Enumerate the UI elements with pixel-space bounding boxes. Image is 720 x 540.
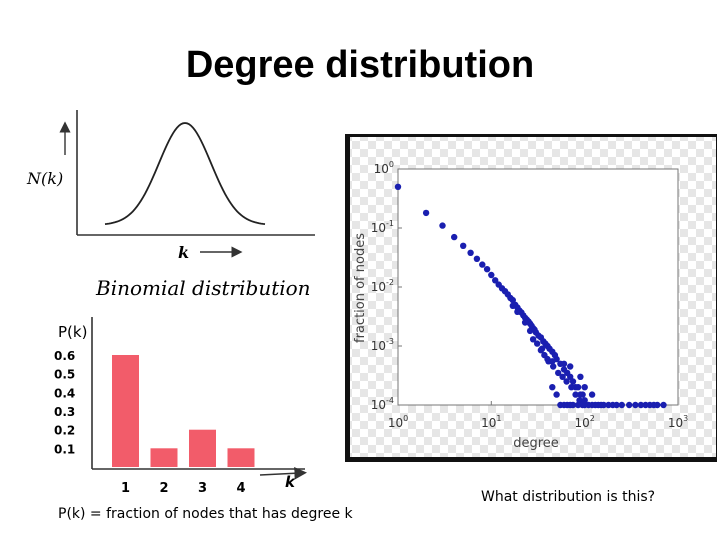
scatter-point [473, 255, 481, 262]
slide-title: Degree distribution [185, 44, 535, 86]
scatter-point [509, 296, 516, 304]
bell-curve [104, 122, 266, 225]
scatter-point [549, 358, 556, 365]
scatter-point [579, 391, 586, 398]
bar-ytick-label: 0.4 [54, 386, 75, 400]
scatter-ytick-label: 10-3 [371, 337, 394, 353]
scatter-point [613, 401, 620, 409]
scatter-point [637, 401, 645, 409]
scatter-point [572, 391, 579, 398]
bell-xlabel: k [178, 243, 189, 262]
scatter-point [550, 363, 557, 370]
bar-xlabel: k [285, 473, 296, 491]
scatter-xlabel: degree [513, 436, 559, 451]
scatter-point [574, 401, 582, 409]
bar-ytick-label: 0.2 [54, 424, 75, 438]
caption-right: What distribution is this? [481, 489, 656, 505]
scatter-point [514, 308, 521, 315]
scatter-point [559, 373, 566, 380]
scatter-point [460, 242, 467, 249]
bar [112, 355, 139, 467]
scatter-point [488, 271, 495, 279]
scatter-point [642, 401, 649, 409]
scatter-point [588, 391, 596, 398]
scatter-point [492, 277, 499, 284]
bar [189, 429, 216, 467]
scatter-point [569, 401, 577, 409]
scatter-ylabel: fraction of nodes [353, 233, 368, 343]
scatter-point [581, 384, 588, 391]
scatter-point [555, 369, 562, 377]
scatter-point [394, 183, 402, 190]
scatter-point [483, 266, 491, 273]
scatter-point [574, 384, 582, 391]
scatter-point [479, 261, 486, 268]
scatter-xtick-label: 101 [481, 414, 501, 430]
scatter-ytick-label: 10-1 [371, 219, 394, 235]
scatter-point [560, 360, 568, 367]
scatter-point [538, 345, 546, 352]
scatter-point [439, 222, 446, 229]
scatter-point [521, 319, 529, 326]
scatter-xtick-label: 100 [388, 414, 408, 430]
caption-left: P(k) = fraction of nodes that has degree… [58, 506, 353, 522]
binomial-chart: N(k) k [26, 110, 315, 262]
bar-category-label: 2 [159, 481, 168, 496]
scatter-point [600, 401, 607, 409]
scatter-xtick-label: 103 [668, 414, 688, 430]
bar [227, 448, 255, 467]
scatter-point [529, 336, 537, 343]
scatter-point [660, 401, 667, 409]
bar-x-arrow [259, 466, 307, 480]
scatter-point [618, 401, 625, 409]
bar-ytick-label: 0.3 [54, 405, 75, 419]
scatter-point [451, 233, 458, 241]
scatter-point [577, 373, 584, 380]
degree-scatter-chart: 100 101 102 103 100 10-1 10-2 10-3 10-4 degree f… [345, 134, 717, 462]
scatter-point [534, 340, 541, 347]
binomial-caption: Binomial distribution [96, 276, 311, 300]
bar-ytick-label: 0.6 [54, 349, 75, 363]
scatter-plot-area [397, 168, 679, 406]
bar-ytick-label: 0.1 [54, 442, 75, 456]
scatter-ytick-label: 10-4 [371, 396, 394, 412]
scatter-point [569, 378, 577, 385]
bell-ylabel: N(k) [26, 169, 63, 188]
bar-category-label: 4 [236, 481, 245, 496]
scatter-point [567, 373, 574, 380]
pk-bar-chart: 0.6 0.5 0.4 0.3 0.2 0.1 1 2 3 4 P(k) k [54, 317, 307, 496]
scatter-point [595, 401, 602, 409]
scatter-point [567, 363, 574, 370]
scatter-point [563, 378, 570, 385]
bar-ylabel: P(k) [58, 323, 87, 341]
scatter-point [581, 397, 588, 404]
scatter-point [467, 249, 474, 256]
scatter-point [544, 355, 551, 363]
scatter-point [553, 391, 560, 398]
bar-ytick-label: 0.5 [54, 368, 75, 382]
scatter-ytick-label: 10-2 [371, 278, 394, 294]
bar-category-label: 1 [121, 481, 130, 496]
scatter-point [422, 209, 430, 217]
scatter-ytick-label: 100 [374, 160, 394, 176]
scatter-point [626, 401, 633, 409]
scatter-point [632, 401, 639, 409]
scatter-xtick-label: 102 [575, 414, 595, 430]
scatter-point [650, 401, 657, 409]
bar [150, 448, 178, 467]
scatter-point [509, 302, 516, 309]
scatter-point [568, 384, 575, 391]
bar-category-label: 3 [198, 481, 207, 496]
scatter-point [549, 384, 556, 391]
scatter-point [526, 327, 534, 335]
